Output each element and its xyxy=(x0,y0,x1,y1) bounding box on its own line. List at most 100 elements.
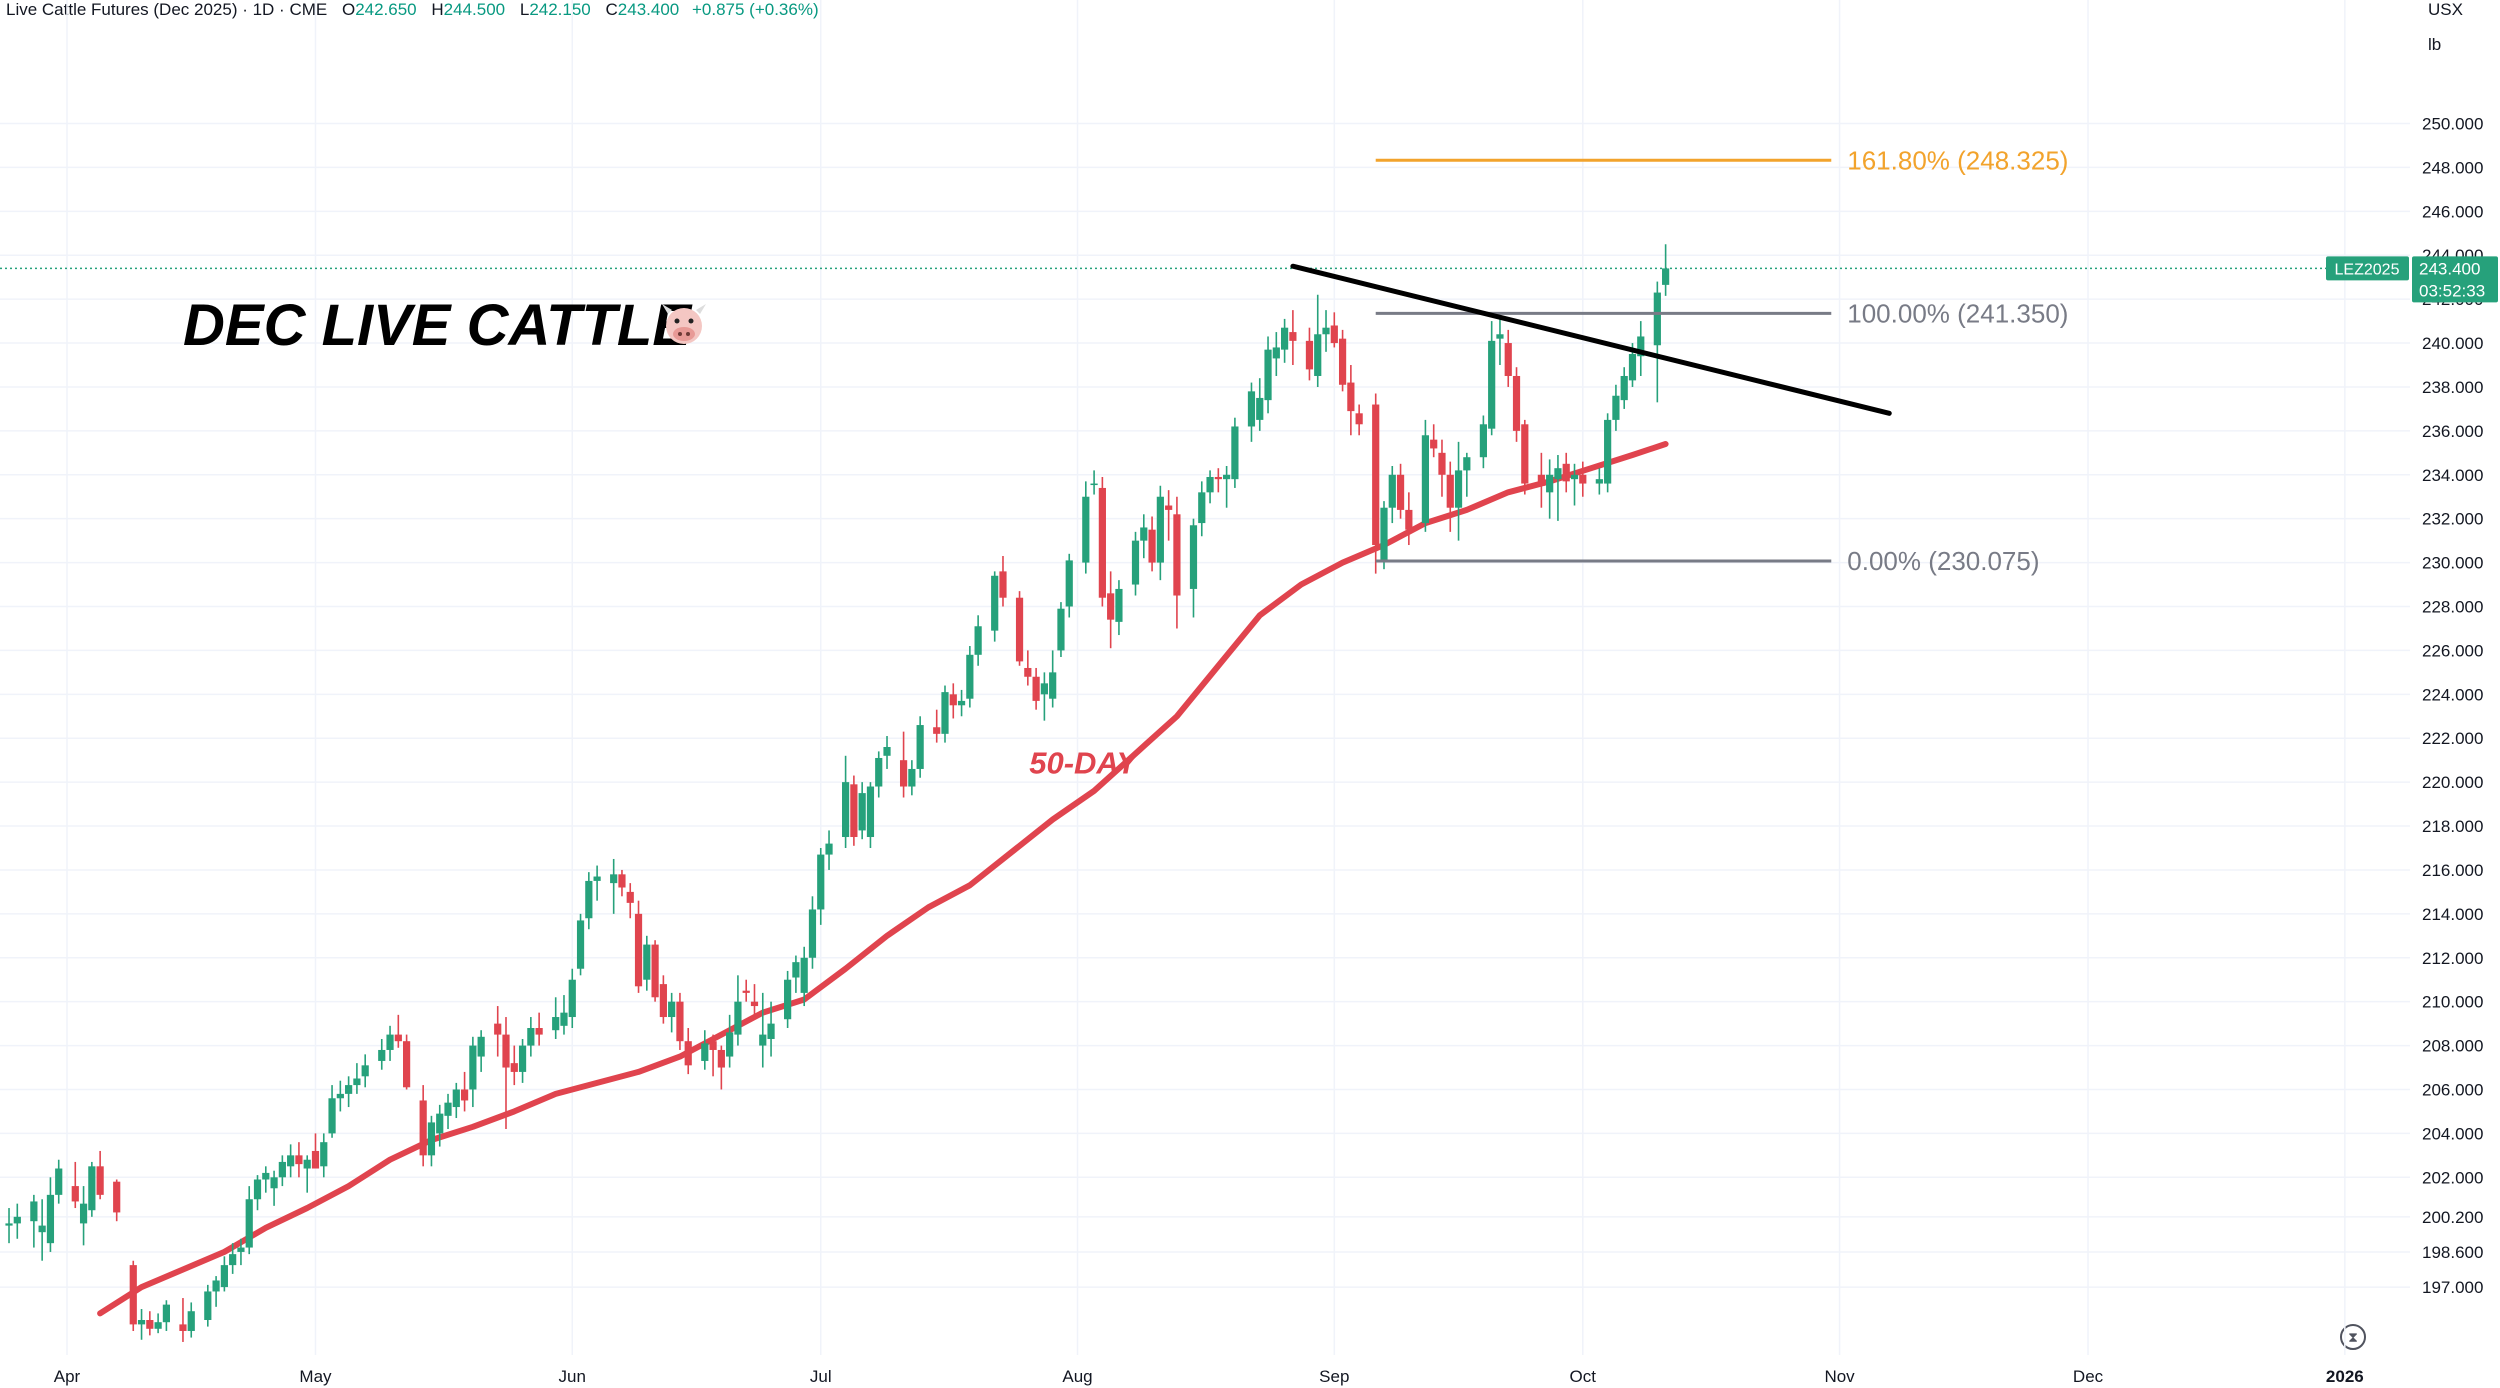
candle[interactable] xyxy=(1355,404,1363,436)
resistance-trendline[interactable] xyxy=(1290,263,1892,416)
candle[interactable] xyxy=(974,615,982,666)
timezone-clock-icon[interactable]: ⧗ xyxy=(2340,1324,2366,1350)
candle[interactable] xyxy=(162,1300,170,1331)
candle[interactable] xyxy=(684,1028,692,1075)
candle[interactable] xyxy=(179,1298,187,1342)
candle[interactable] xyxy=(1570,463,1579,506)
candle[interactable] xyxy=(1454,441,1463,541)
candle[interactable] xyxy=(444,1093,452,1130)
candle[interactable] xyxy=(527,1017,535,1057)
candle[interactable] xyxy=(808,896,817,969)
candle[interactable] xyxy=(1405,492,1413,546)
candle[interactable] xyxy=(1521,419,1529,495)
candle[interactable] xyxy=(1281,318,1289,363)
candle[interactable] xyxy=(842,755,850,848)
candle[interactable] xyxy=(1653,281,1661,403)
candle[interactable] xyxy=(1140,514,1148,559)
candle[interactable] xyxy=(1579,461,1587,497)
candle[interactable] xyxy=(899,731,908,798)
candle[interactable] xyxy=(1604,413,1612,493)
candle[interactable] xyxy=(957,689,966,717)
candle[interactable] xyxy=(535,1012,543,1046)
candle[interactable] xyxy=(187,1302,195,1338)
candle[interactable] xyxy=(1554,455,1562,521)
candle[interactable] xyxy=(494,1006,502,1057)
candle[interactable] xyxy=(1446,461,1454,532)
candle[interactable] xyxy=(767,1001,775,1057)
candle[interactable] xyxy=(701,1030,709,1070)
candle[interactable] xyxy=(1015,591,1024,666)
candle[interactable] xyxy=(709,1034,717,1077)
candle[interactable] xyxy=(717,1045,725,1090)
candle[interactable] xyxy=(1595,468,1603,495)
candle[interactable] xyxy=(866,782,875,848)
candle[interactable] xyxy=(1330,312,1338,348)
candle[interactable] xyxy=(113,1179,121,1222)
candle[interactable] xyxy=(966,646,974,708)
candle[interactable] xyxy=(1090,470,1098,495)
candle[interactable] xyxy=(1131,531,1140,596)
candle[interactable] xyxy=(88,1161,96,1217)
candle[interactable] xyxy=(668,992,676,1033)
candle[interactable] xyxy=(5,1208,13,1244)
candle[interactable] xyxy=(1305,327,1314,381)
candle[interactable] xyxy=(353,1063,361,1094)
candle[interactable] xyxy=(1347,365,1355,436)
candle[interactable] xyxy=(452,1082,460,1119)
candle[interactable] xyxy=(1289,310,1297,366)
candle[interactable] xyxy=(1620,367,1628,409)
candle[interactable] xyxy=(1256,378,1264,431)
candle[interactable] xyxy=(237,1238,245,1266)
candle[interactable] xyxy=(311,1133,320,1169)
candle[interactable] xyxy=(253,1175,262,1211)
candle[interactable] xyxy=(1231,417,1239,488)
candle[interactable] xyxy=(800,946,808,1007)
candle[interactable] xyxy=(1040,672,1048,721)
candle[interactable] xyxy=(1488,321,1496,436)
candle[interactable] xyxy=(262,1166,270,1193)
candle[interactable] xyxy=(1156,485,1164,581)
candle[interactable] xyxy=(510,1045,518,1086)
time-axis[interactable]: Apr May Jun Jul Aug Sep Oct Nov Dec 2026 xyxy=(54,1367,2364,1386)
candle[interactable] xyxy=(1189,518,1198,618)
candle[interactable] xyxy=(1546,459,1554,519)
candle[interactable] xyxy=(1372,393,1380,574)
candle[interactable] xyxy=(593,865,601,901)
unit-label[interactable]: lb xyxy=(2428,35,2442,54)
candle[interactable] xyxy=(1082,481,1090,574)
candle[interactable] xyxy=(560,995,568,1035)
candle[interactable] xyxy=(858,782,866,840)
candle[interactable] xyxy=(460,1071,469,1112)
candle[interactable] xyxy=(38,1199,46,1261)
candle[interactable] xyxy=(320,1133,328,1178)
candle[interactable] xyxy=(204,1284,212,1327)
candle[interactable] xyxy=(220,1256,228,1292)
candle[interactable] xyxy=(378,1038,386,1070)
candle[interactable] xyxy=(278,1155,286,1187)
candle[interactable] xyxy=(55,1159,63,1204)
candle[interactable] xyxy=(303,1155,311,1193)
sma-50-line[interactable] xyxy=(97,441,1669,1317)
candle[interactable] xyxy=(30,1194,38,1248)
candle[interactable] xyxy=(79,1186,88,1246)
candle[interactable] xyxy=(1421,419,1430,532)
candle[interactable] xyxy=(676,992,684,1050)
candle[interactable] xyxy=(469,1036,477,1108)
candle[interactable] xyxy=(518,1038,527,1083)
candle[interactable] xyxy=(403,1034,411,1090)
candle[interactable] xyxy=(287,1144,295,1178)
candle[interactable] xyxy=(1057,602,1065,657)
candle[interactable] xyxy=(1223,465,1231,508)
candle[interactable] xyxy=(568,968,576,1029)
candle[interactable] xyxy=(394,1014,402,1048)
candle[interactable] xyxy=(1024,650,1032,686)
candle[interactable] xyxy=(154,1313,162,1334)
candle[interactable] xyxy=(245,1186,253,1255)
candle[interactable] xyxy=(999,556,1007,607)
candle[interactable] xyxy=(1214,468,1222,493)
candle[interactable] xyxy=(850,775,858,846)
candle[interactable] xyxy=(1662,244,1670,296)
candle[interactable] xyxy=(137,1309,146,1340)
candle[interactable] xyxy=(1537,452,1545,508)
candle[interactable] xyxy=(825,830,833,870)
